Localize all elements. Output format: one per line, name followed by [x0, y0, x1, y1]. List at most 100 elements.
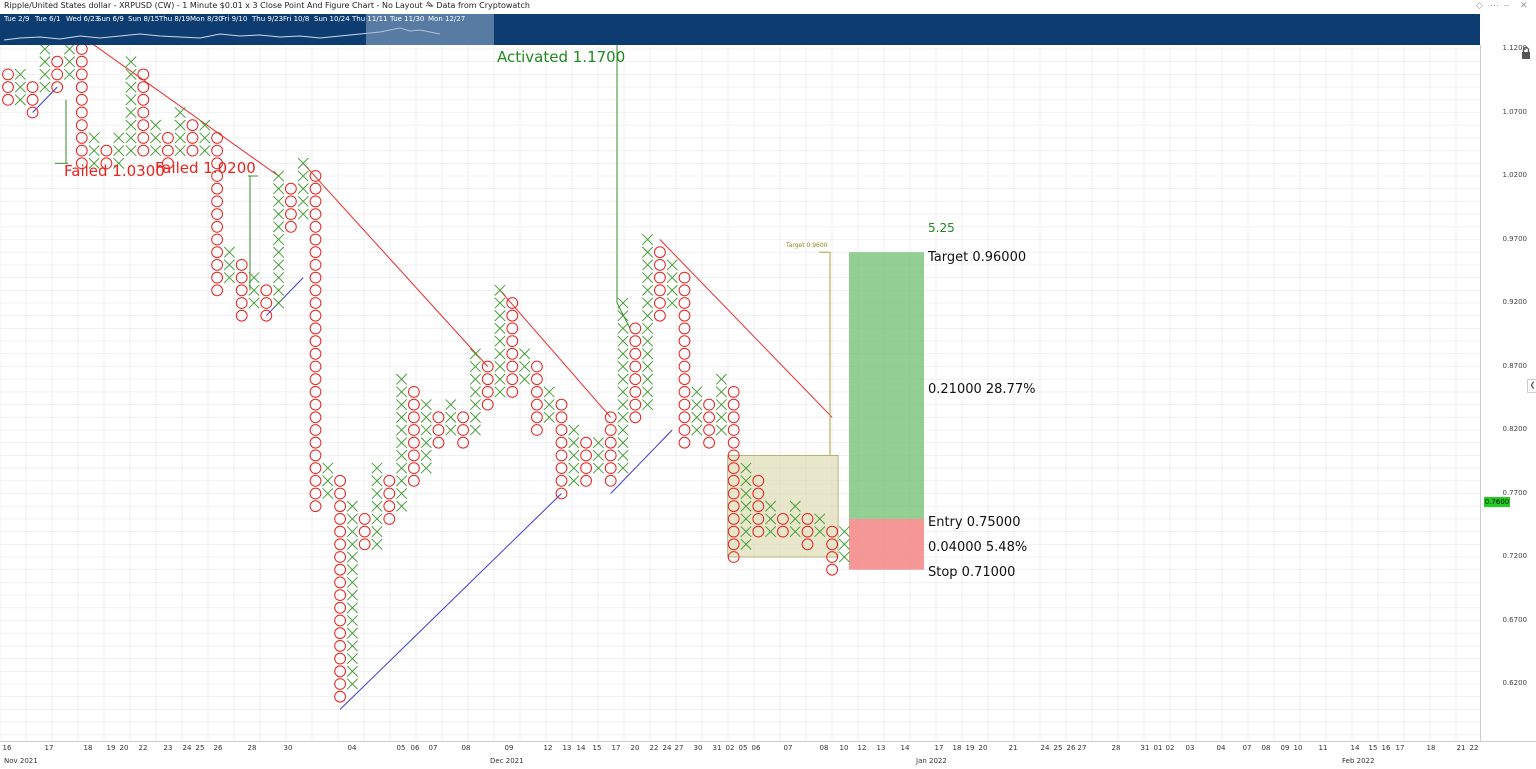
pnf-columns: [2, 45, 850, 703]
activated-marker-tick: [616, 302, 631, 329]
o-box: [334, 652, 347, 665]
date-tick-label: 26: [1066, 744, 1076, 752]
o-box: [309, 182, 322, 195]
o-box: [654, 297, 666, 309]
x-box: [346, 576, 358, 588]
o-box: [334, 665, 347, 678]
price-tick-label: 1.1200: [1502, 44, 1528, 52]
x-box: [371, 526, 383, 538]
o-box: [211, 157, 224, 170]
o-box: [334, 525, 347, 538]
x-box: [494, 322, 506, 334]
o-box: [75, 106, 88, 119]
x-box: [592, 462, 604, 474]
o-box: [334, 500, 347, 513]
support-trendline: [339, 493, 562, 710]
o-box: [211, 144, 224, 157]
date-tick-label: 17: [611, 744, 621, 752]
o-box: [580, 474, 592, 487]
pnf-chart[interactable]: [0, 45, 1480, 741]
o-box: [727, 538, 740, 551]
navigator-window[interactable]: [366, 14, 494, 45]
resistance-trendline: [93, 45, 279, 177]
x-box: [838, 526, 850, 538]
o-box: [506, 322, 519, 335]
o-box: [654, 309, 666, 322]
o-box: [506, 347, 519, 360]
x-box: [150, 119, 162, 131]
navigator-date-label: Sun 6/9: [97, 15, 124, 23]
x-box: [814, 526, 826, 538]
o-box: [727, 462, 740, 475]
x-box: [125, 106, 137, 119]
o-box: [678, 335, 691, 348]
navigator-date-label: Tue 6/1: [35, 15, 61, 23]
o-box: [358, 513, 371, 525]
o-box: [334, 640, 347, 652]
edit-title-icon[interactable]: ✎: [426, 0, 434, 10]
resistance-trendline: [302, 162, 489, 367]
more-icon[interactable]: ⋯: [1490, 0, 1499, 10]
o-box: [604, 474, 617, 487]
x-box: [642, 335, 654, 347]
x-box: [248, 284, 260, 296]
price-tick-label: 1.0200: [1502, 171, 1528, 179]
o-box: [727, 487, 740, 500]
x-box: [740, 475, 752, 487]
o-box: [408, 386, 420, 398]
o-box: [678, 284, 691, 297]
o-box: [408, 474, 420, 487]
collapse-panel-icon[interactable]: ❮: [1527, 379, 1536, 393]
x-box: [568, 462, 580, 474]
date-axis[interactable]: 16 17 18 19 20 22 23 24 25 26 28 30 04 05 06 07 08 09 12 13…: [0, 741, 1536, 769]
o-box: [531, 398, 543, 411]
o-box: [383, 474, 396, 487]
o-box: [309, 195, 322, 208]
x-box: [420, 424, 432, 436]
support-trendline: [265, 277, 304, 317]
x-box: [125, 56, 137, 68]
navigator-date-label: Tue 2/9: [4, 15, 30, 23]
price-axis[interactable]: 1.1200 1.0700 1.0200 0.9700 0.9200 0.8700 0.82…: [1480, 44, 1536, 751]
date-tick-label: 06: [410, 744, 420, 752]
x-box: [617, 373, 629, 385]
x-box: [494, 348, 506, 360]
x-box: [396, 500, 408, 512]
x-box: [642, 284, 654, 296]
o-box: [678, 322, 691, 335]
x-box: [617, 297, 629, 309]
x-box: [691, 424, 703, 436]
date-tick-label: 25: [195, 744, 205, 752]
o-box: [2, 93, 14, 106]
o-box: [334, 513, 347, 525]
x-box: [125, 81, 137, 93]
x-box: [396, 475, 408, 487]
navigator-date-label: Tue 11/30: [390, 15, 425, 23]
minimize-icon[interactable]: –: [1504, 0, 1510, 10]
date-tick-label: 08: [819, 744, 829, 752]
x-box: [568, 475, 580, 487]
o-box: [285, 195, 297, 208]
lock-icon[interactable]: [1519, 46, 1533, 60]
o-box: [211, 208, 224, 221]
date-tick-label: 18: [1426, 744, 1436, 752]
x-box: [740, 526, 752, 538]
x-box: [396, 399, 408, 411]
o-box: [309, 297, 322, 309]
diamond-icon[interactable]: ◇: [1476, 0, 1483, 10]
date-tick-label: 22: [1469, 744, 1479, 752]
navigator-strip[interactable]: [0, 14, 1480, 45]
x-box: [642, 272, 654, 284]
o-box: [211, 195, 224, 208]
x-box: [838, 551, 850, 563]
chart-grid: [0, 45, 1480, 741]
date-tick-label: 02: [725, 744, 735, 752]
o-box: [309, 373, 322, 386]
date-tick-label: 10: [1293, 744, 1303, 752]
o-box: [186, 144, 199, 157]
x-box: [445, 411, 457, 423]
o-box: [211, 170, 224, 182]
date-tick-label: 24: [182, 744, 192, 752]
close-icon[interactable]: ✕: [1520, 0, 1528, 10]
o-box: [727, 525, 740, 538]
